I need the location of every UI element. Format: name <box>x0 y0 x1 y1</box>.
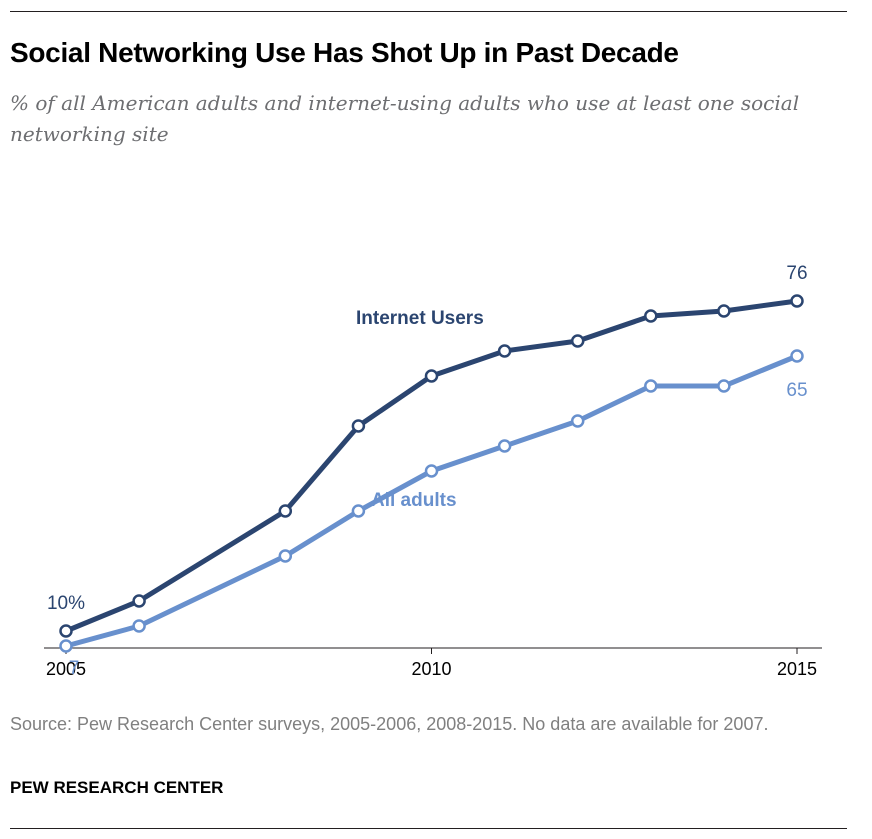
top-rule <box>10 11 847 12</box>
data-label: 76 <box>786 263 807 284</box>
data-point <box>132 594 146 608</box>
series-label-all-adults: All adults <box>371 490 457 511</box>
data-point <box>59 624 73 638</box>
data-point <box>790 349 804 363</box>
x-tick-label: 2010 <box>411 659 451 679</box>
bottom-rule <box>10 828 847 829</box>
data-point <box>790 294 804 308</box>
data-point <box>497 344 512 358</box>
data-point <box>570 414 585 428</box>
chart-subtitle: % of all American adults and internet-us… <box>10 91 800 146</box>
x-tick-label: 2015 <box>777 659 817 679</box>
series-line <box>63 353 800 649</box>
data-point <box>59 639 73 653</box>
line-chart: 2005 2010 2015 Internet Users All adults 10% 7… <box>44 263 822 679</box>
data-point <box>132 619 146 633</box>
data-point <box>717 304 731 318</box>
source-note: Source: Pew Research Center surveys, 200… <box>10 714 769 734</box>
data-point <box>278 549 293 563</box>
data-point <box>644 309 658 323</box>
chart-title: Social Networking Use Has Shot Up in Pas… <box>10 37 679 68</box>
data-label: 10% <box>47 593 85 614</box>
data-point <box>424 369 439 383</box>
data-point <box>351 419 366 433</box>
x-tick-label: 2005 <box>46 659 86 679</box>
data-label: 7 <box>69 658 80 679</box>
series-line <box>63 298 800 634</box>
data-point <box>570 334 585 348</box>
data-label: 65 <box>786 380 807 401</box>
data-point <box>717 379 731 393</box>
data-point <box>278 504 293 518</box>
data-point <box>424 464 439 478</box>
data-point <box>351 504 366 518</box>
series-label-internet-users: Internet Users <box>356 308 484 329</box>
data-point <box>644 379 658 393</box>
data-point <box>497 439 512 453</box>
brand-label: PEW RESEARCH CENTER <box>10 778 224 797</box>
